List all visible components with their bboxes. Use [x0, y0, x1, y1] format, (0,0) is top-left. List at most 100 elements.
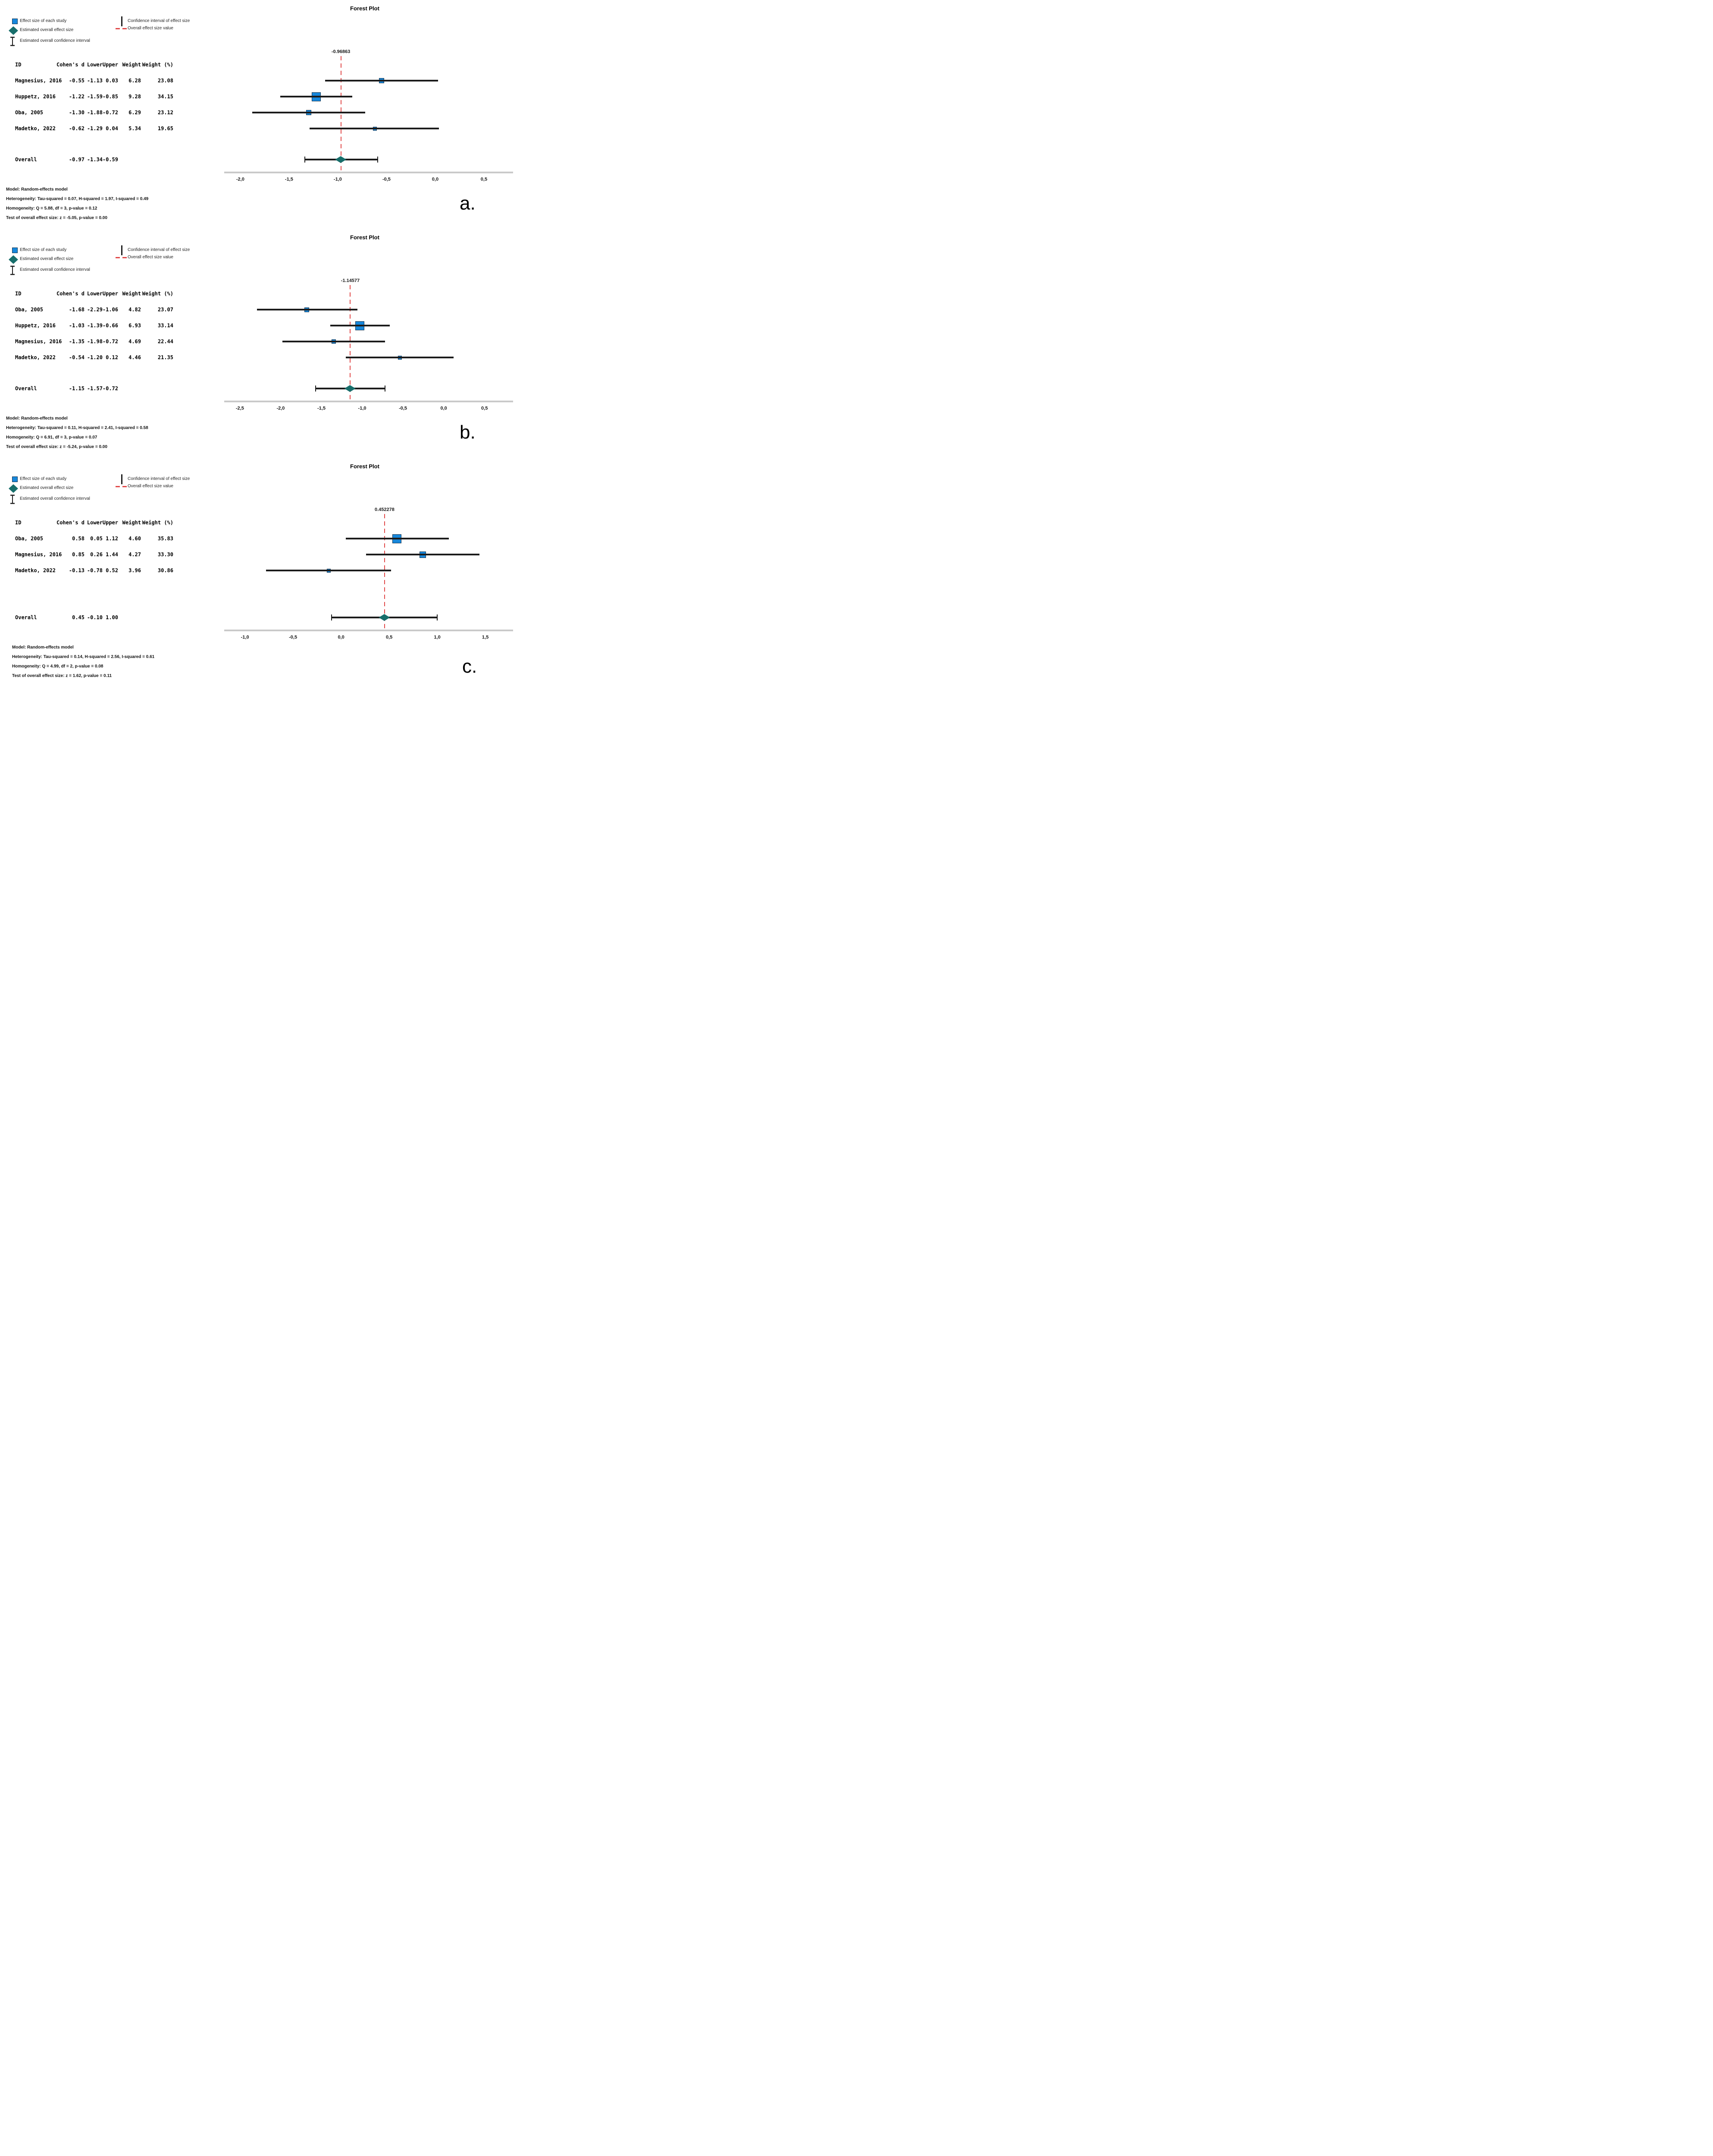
table-cell-upper: -0.72	[102, 385, 118, 392]
table-row: Madetko, 2022 -0.54 -1.20 0.12 4.46 21.35	[0, 354, 224, 361]
panel-letter-label: b.	[460, 422, 476, 443]
table-row: Huppetz, 2016 -1.03 -1.39 -0.66 6.93 33.14	[0, 322, 224, 329]
model-stats-line: Heterogeneity: Tau-squared = 0.14, H-squ…	[12, 655, 155, 659]
overall-ci-cap-right	[437, 614, 438, 620]
table-cell-weight: 6.29	[128, 110, 141, 116]
table-cell-weight_pct: 23.12	[157, 110, 173, 116]
overall-diamond-icon	[9, 26, 18, 35]
table-cell-id: Oba, 2005	[15, 110, 44, 116]
legend-item-label: Overall effect size value	[128, 484, 173, 489]
table-row: Magnesius, 2016 -0.55 -1.13 0.03 6.28 23.08	[0, 77, 224, 84]
x-axis-tick-label: -1,0	[358, 406, 366, 411]
ci-vertical-line-icon	[121, 245, 122, 255]
table-cell-lower: -1.29	[87, 125, 103, 132]
column-header: Weight (%)	[142, 62, 173, 68]
x-axis-tick-label: -2,0	[236, 177, 244, 182]
chart-title: Forest Plot	[350, 5, 379, 12]
column-header: Cohen's d	[56, 291, 85, 297]
study-ci-line	[366, 554, 480, 555]
overall-diamond-icon	[9, 255, 18, 264]
table-cell-weight: 4.69	[128, 338, 141, 345]
study-ci-line	[330, 325, 390, 326]
table-row-overall: Overall -1.15 -1.57 -0.72	[0, 385, 224, 392]
overall-ci-cap-left	[331, 614, 332, 620]
overall-ci-cap-left	[315, 385, 316, 392]
ci-vertical-line-icon	[121, 474, 122, 484]
table-cell-lower: -2.29	[87, 307, 103, 313]
chart-title: Forest Plot	[350, 234, 379, 241]
x-axis-tick-label: 0,5	[480, 177, 488, 182]
table-cell-weight_pct: 33.30	[157, 552, 173, 558]
table-cell-lower: 0.05	[90, 536, 103, 542]
column-header: ID	[15, 520, 22, 526]
table-cell-weight: 4.46	[128, 354, 141, 360]
model-stats-line: Heterogeneity: Tau-squared = 0.07, H-squ…	[6, 197, 149, 201]
column-header: Weight	[122, 291, 141, 297]
overall-effect-value-label: -1.14577	[341, 278, 360, 283]
column-header: Cohen's d	[56, 62, 85, 68]
table-cell-weight_pct: 33.14	[157, 323, 173, 329]
column-header: ID	[15, 291, 22, 297]
table-cell-id: Overall	[15, 157, 37, 163]
column-header: Cohen's d	[56, 520, 85, 526]
table-cell-id: Oba, 2005	[15, 307, 44, 313]
legend-item-label: Effect size of each study	[20, 476, 67, 481]
table-cell-upper: 1.12	[106, 536, 118, 542]
overall-value-dash-icon	[116, 257, 127, 258]
study-ci-line	[325, 80, 438, 81]
table-cell-d: -1.03	[69, 323, 85, 329]
table-cell-weight_pct: 23.08	[157, 78, 173, 84]
table-cell-d: 0.45	[72, 614, 85, 620]
table-cell-upper: 0.12	[106, 354, 118, 360]
x-axis-tick-label: 0,0	[432, 177, 439, 182]
forest-panel-a: Forest Plot Effect size of each study Esti…	[0, 0, 514, 229]
model-stats-line: Model: Random-effects model	[6, 416, 68, 421]
legend-item-label: Confidence interval of effect size	[128, 476, 190, 481]
overall-effect-diamond	[379, 614, 390, 621]
table-cell-id: Magnesius, 2016	[15, 338, 62, 345]
column-header: ID	[15, 62, 22, 68]
table-row: Magnesius, 2016 -1.35 -1.98 -0.72 4.69 22.44	[0, 338, 224, 345]
x-axis-tick-label: -2,5	[235, 406, 244, 411]
table-cell-weight: 3.96	[128, 567, 141, 573]
panel-letter-label: a.	[460, 193, 476, 214]
model-stats-line: Heterogeneity: Tau-squared = 0.11, H-squ…	[6, 426, 148, 430]
model-stats-line: Test of overall effect size: z = -5.05, …	[6, 216, 107, 220]
model-stats-line: Homogeneity: Q = 5.88, df = 3, p-value =…	[6, 206, 97, 211]
study-ci-line	[346, 538, 449, 539]
table-cell-upper: 1.00	[106, 614, 118, 620]
overall-ci-ibeam-icon	[9, 495, 16, 504]
overall-value-dash-icon	[116, 28, 127, 29]
table-cell-weight: 4.60	[128, 536, 141, 542]
table-cell-id: Huppetz, 2016	[15, 323, 56, 329]
x-axis-tick-label: 0,5	[481, 406, 488, 411]
legend-item-label: Estimated overall effect size	[20, 486, 74, 490]
table-cell-lower: 0.26	[90, 552, 103, 558]
forest-plot-figure: Forest Plot Effect size of each study Esti…	[0, 0, 514, 687]
table-cell-lower: -0.10	[87, 614, 103, 620]
column-header: Upper	[102, 291, 118, 297]
table-cell-lower: -1.34	[87, 157, 103, 163]
model-stats-line: Test of overall effect size: z = 1.62, p…	[12, 674, 112, 678]
column-header: Upper	[102, 62, 118, 68]
table-cell-upper: -0.72	[102, 338, 118, 345]
effect-size-square-icon	[12, 19, 18, 24]
table-cell-upper: 0.04	[106, 125, 118, 132]
study-ci-line	[280, 96, 353, 97]
table-row: Oba, 2005 0.58 0.05 1.12 4.60 35.83	[0, 535, 224, 542]
model-stats-line: Model: Random-effects model	[6, 187, 68, 192]
table-header-row: ID Cohen's d Lower Upper Weight Weight (%)	[0, 290, 224, 297]
table-cell-d: -0.62	[69, 125, 85, 132]
table-cell-d: -1.30	[69, 110, 85, 116]
table-cell-d: -1.68	[69, 307, 85, 313]
table-cell-id: Madetko, 2022	[15, 567, 56, 573]
table-cell-upper: 0.03	[106, 78, 118, 84]
table-cell-weight_pct: 34.15	[157, 94, 173, 100]
table-cell-d: -1.22	[69, 94, 85, 100]
column-header: Lower	[87, 291, 103, 297]
study-ci-line	[252, 112, 365, 113]
table-row: Magnesius, 2016 0.85 0.26 1.44 4.27 33.30	[0, 551, 224, 558]
overall-ci-cap-left	[304, 157, 305, 163]
overall-diamond-icon	[9, 484, 18, 493]
table-cell-d: -0.55	[69, 78, 85, 84]
